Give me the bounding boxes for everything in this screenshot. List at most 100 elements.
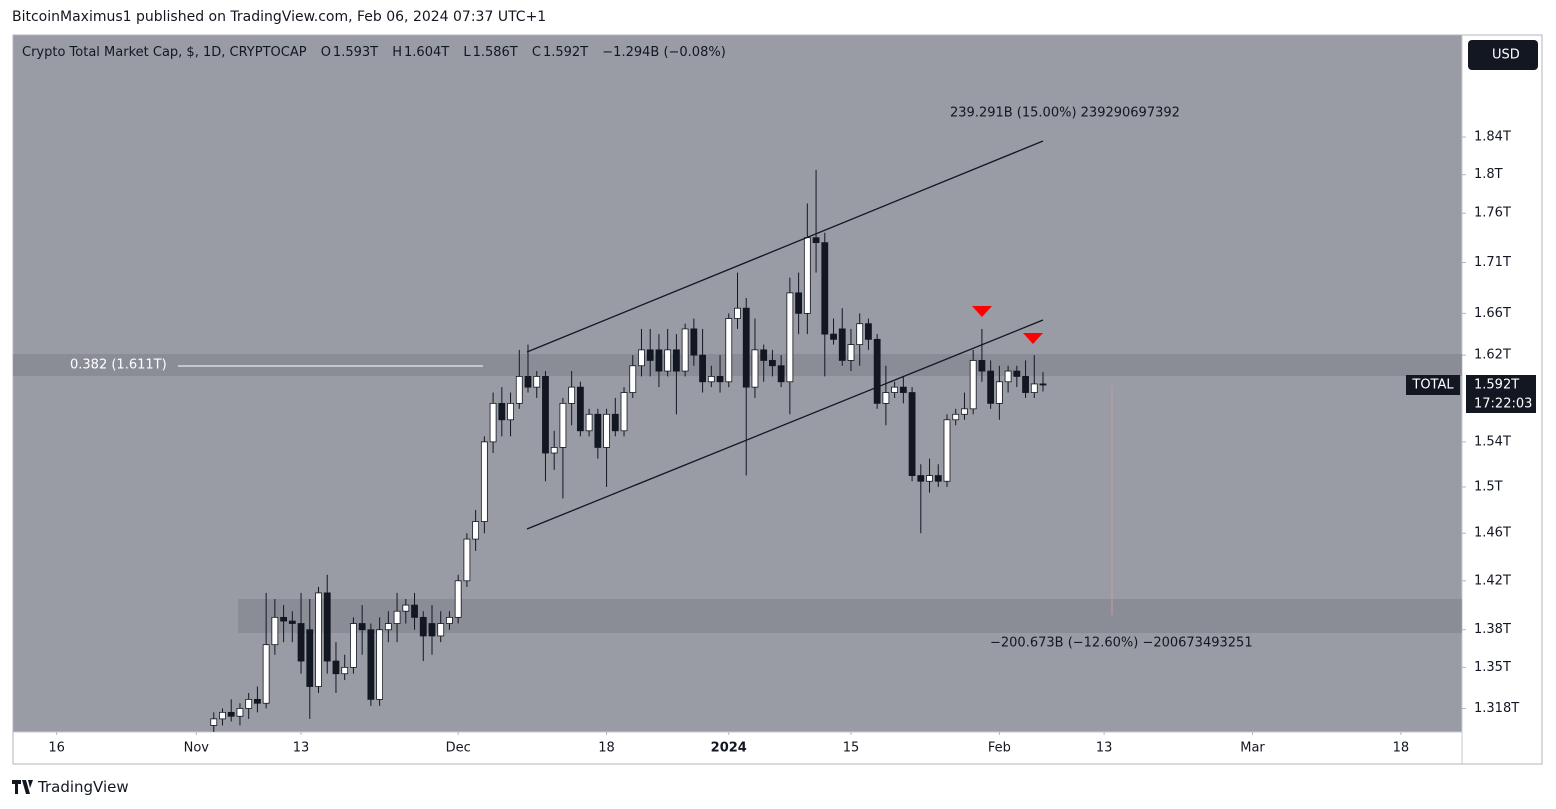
resistance-marker xyxy=(972,306,992,317)
candle-body xyxy=(899,386,907,393)
candle-body xyxy=(306,629,314,687)
candle-body xyxy=(969,360,977,410)
candle-body xyxy=(769,360,776,367)
x-tick-label: Feb xyxy=(988,741,1011,756)
fib-zone xyxy=(13,354,1462,376)
y-tick-label: 1.42T xyxy=(1474,573,1511,588)
candle-body xyxy=(576,386,584,432)
candle-body xyxy=(734,307,741,319)
candle-body xyxy=(690,328,698,356)
y-tick-label: 1.62T xyxy=(1474,348,1511,363)
last-price-tag xyxy=(1466,374,1536,395)
channel-lower xyxy=(526,319,1044,530)
candle-body xyxy=(786,292,794,383)
legend-label: L xyxy=(463,45,471,60)
y-tick-label: 1.8T xyxy=(1474,167,1503,182)
candle-body xyxy=(323,592,331,662)
candle-body xyxy=(803,237,811,314)
x-tick-label: 18 xyxy=(598,741,615,756)
candle-body xyxy=(978,360,986,372)
y-tick-label: 1.35T xyxy=(1474,660,1511,675)
candle-body xyxy=(725,318,733,383)
legend-value: 1.592T xyxy=(542,45,589,60)
x-tick-label: Nov xyxy=(184,741,210,756)
candle-body xyxy=(1022,376,1029,393)
candle-body xyxy=(847,344,855,361)
candle-body xyxy=(297,623,305,662)
candle-body xyxy=(498,402,506,421)
candle-body xyxy=(943,419,951,482)
y-tick-label: 1.66T xyxy=(1474,306,1511,321)
candle-body xyxy=(332,660,340,675)
candle-body xyxy=(315,592,322,687)
resistance-marker xyxy=(1023,333,1043,344)
candle-body xyxy=(620,392,628,432)
candle-body xyxy=(262,644,270,704)
candles xyxy=(210,169,1047,732)
x-tick-label: 15 xyxy=(843,741,860,756)
candle-body xyxy=(550,447,558,454)
x-tick-label: Dec xyxy=(446,741,471,756)
currency-button[interactable] xyxy=(1468,40,1538,70)
candle-body xyxy=(751,349,759,388)
legend-value: 1.586T xyxy=(472,45,518,60)
y-tick-label: 1.54T xyxy=(1474,434,1511,449)
candle-body xyxy=(568,386,576,404)
candle-body xyxy=(271,616,279,646)
candle-body xyxy=(821,242,829,335)
candle-body xyxy=(882,392,890,404)
time-axis xyxy=(12,731,1463,765)
x-tick-label: Mar xyxy=(1240,741,1265,756)
candle-body xyxy=(402,604,410,612)
footer-text: TradingView xyxy=(38,778,129,796)
candle-body xyxy=(446,616,453,624)
candle-body xyxy=(961,408,968,415)
legend-title: Crypto Total Market Cap, $, 1D, CRYPTOCA… xyxy=(22,45,307,60)
candle-body xyxy=(795,292,803,314)
y-tick-label: 1.5T xyxy=(1474,479,1503,494)
candle-body xyxy=(664,349,672,372)
frame xyxy=(12,34,1543,765)
candle-body xyxy=(472,521,480,540)
candle-body xyxy=(681,328,689,372)
candle-body xyxy=(707,376,715,383)
symbol-tag-label: TOTAL xyxy=(1411,377,1454,392)
footer: TradingView xyxy=(12,778,129,796)
candle-body xyxy=(716,376,724,383)
candle-body xyxy=(350,623,357,668)
candle-body xyxy=(542,376,549,454)
candle-body xyxy=(1013,370,1021,377)
candle-body xyxy=(742,307,750,388)
candle-body xyxy=(699,354,706,383)
x-tick-label: 13 xyxy=(1096,741,1113,756)
candle-body xyxy=(341,666,349,675)
legend-value: 1.593T xyxy=(332,45,379,60)
candle-body xyxy=(812,237,820,244)
candle-body xyxy=(210,718,218,726)
candle-body xyxy=(838,328,846,361)
candle-body xyxy=(891,386,899,393)
candle-body xyxy=(1039,383,1047,386)
candle-body xyxy=(358,623,366,631)
currency-label: USD xyxy=(1492,48,1520,63)
candle-body xyxy=(995,381,1003,404)
candle-body xyxy=(559,402,567,448)
price-tags: 1.592T 17:22:03 TOTAL xyxy=(1406,374,1536,413)
candle-body xyxy=(594,413,602,448)
y-tick-label: 1.76T xyxy=(1474,206,1511,221)
candle-body xyxy=(917,475,925,482)
candle-body xyxy=(367,629,375,700)
fib-label: 0.382 (1.611T) xyxy=(70,358,167,373)
candle-body xyxy=(489,402,497,443)
candle-body xyxy=(533,376,541,388)
candle-body xyxy=(856,323,864,346)
candle-body xyxy=(376,629,384,700)
candle-body xyxy=(655,349,663,372)
measure-up-label: 239.291B (15.00%) 239290697392 xyxy=(950,106,1180,121)
axis-ticks: 1.318T 1.35T 1.38T 1.42T 1.46T 1.5T 1.54T 1.62T… xyxy=(48,130,1519,756)
candle-body xyxy=(672,349,680,372)
logo xyxy=(12,780,33,794)
candle-body xyxy=(952,413,960,421)
y-tick-label: 1.84T xyxy=(1474,130,1511,145)
x-tick-label: 13 xyxy=(293,741,310,756)
